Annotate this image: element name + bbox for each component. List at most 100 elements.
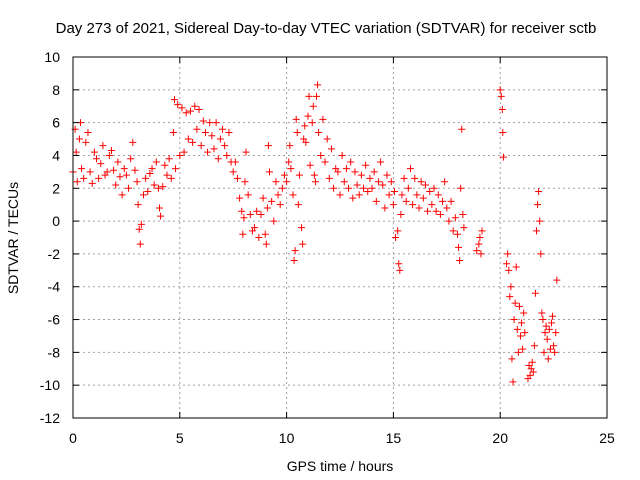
data-point	[110, 166, 118, 174]
data-point	[233, 174, 241, 182]
x-axis-ticks: 0 5 10 15 20 25	[69, 57, 615, 446]
data-point	[261, 230, 269, 238]
data-point	[406, 165, 414, 173]
data-point	[357, 171, 365, 179]
data-point	[136, 240, 144, 248]
data-point	[551, 348, 559, 356]
y-tick-label: -8	[48, 344, 61, 360]
data-point	[201, 128, 209, 136]
data-point	[443, 204, 451, 212]
plot-frame	[72, 56, 608, 419]
data-point	[503, 260, 511, 268]
data-point	[125, 184, 133, 192]
data-point	[154, 184, 162, 192]
data-point	[139, 191, 147, 199]
data-point	[80, 174, 88, 182]
data-point	[309, 102, 317, 110]
data-point	[308, 119, 316, 127]
data-point	[362, 161, 370, 169]
data-point	[398, 191, 406, 199]
data-point	[510, 316, 518, 324]
data-point	[301, 122, 309, 130]
data-points	[69, 81, 561, 386]
data-point	[178, 104, 186, 112]
data-point	[338, 151, 346, 159]
data-point	[508, 355, 516, 363]
data-point	[411, 174, 419, 182]
data-point	[150, 181, 158, 189]
data-point	[515, 302, 523, 310]
data-point	[241, 178, 249, 186]
data-point	[511, 299, 519, 307]
data-point	[122, 171, 130, 179]
chart-title: Day 273 of 2021, Sidereal Day-to-day VTE…	[56, 20, 597, 37]
data-point	[305, 92, 313, 100]
data-point	[135, 225, 143, 233]
x-tick-label: 0	[69, 430, 77, 446]
data-point	[112, 181, 120, 189]
data-point	[325, 174, 333, 182]
data-point	[400, 174, 408, 182]
y-tick-label: 6	[52, 115, 60, 131]
data-point	[152, 158, 160, 166]
data-point	[295, 171, 303, 179]
data-point	[253, 207, 261, 215]
grid-lines	[73, 57, 607, 418]
data-point	[402, 197, 410, 205]
data-point	[174, 101, 182, 109]
y-tick-label: 10	[44, 49, 60, 65]
y-tick-label: 8	[52, 82, 60, 98]
data-point	[208, 132, 216, 140]
data-point	[547, 319, 555, 327]
data-point	[146, 170, 154, 178]
data-point	[428, 201, 436, 209]
data-point	[294, 201, 302, 209]
data-point	[349, 194, 357, 202]
data-point	[280, 171, 288, 179]
data-point	[455, 243, 463, 251]
data-point	[355, 191, 363, 199]
data-point	[546, 345, 554, 353]
data-point	[78, 165, 86, 173]
y-axis-label: SDTVAR / TECUs	[5, 182, 21, 294]
data-point	[457, 184, 465, 192]
data-point	[330, 184, 338, 192]
data-point	[434, 191, 442, 199]
data-point	[404, 184, 412, 192]
data-point	[415, 204, 423, 212]
y-axis-ticks: -12 -10 -8 -6 -4 -2 0 2 4 6 8 10	[40, 49, 607, 426]
data-point	[274, 191, 282, 199]
data-point	[240, 214, 248, 222]
x-axis-label: GPS time / hours	[287, 458, 394, 474]
data-point	[377, 158, 385, 166]
data-point	[395, 260, 403, 268]
data-point	[82, 138, 90, 146]
data-point	[229, 168, 237, 176]
data-point	[170, 96, 178, 104]
data-point	[539, 316, 547, 324]
data-point	[191, 102, 199, 110]
y-tick-label: 4	[52, 147, 60, 163]
data-point	[86, 168, 94, 176]
data-point	[238, 207, 246, 215]
data-point	[313, 92, 321, 100]
data-point	[421, 181, 429, 189]
data-point	[118, 191, 126, 199]
data-point	[516, 332, 524, 340]
data-point	[383, 171, 391, 179]
data-point	[477, 250, 485, 258]
data-point	[283, 178, 291, 186]
data-point	[379, 181, 387, 189]
data-point	[529, 368, 537, 376]
data-point	[255, 234, 263, 241]
data-point	[107, 147, 115, 155]
data-point	[540, 348, 548, 356]
data-point	[186, 107, 194, 115]
data-point	[206, 119, 214, 127]
data-point	[129, 138, 137, 146]
data-point	[99, 142, 107, 150]
data-point	[286, 142, 294, 150]
data-point	[544, 355, 552, 363]
data-point	[216, 135, 224, 143]
